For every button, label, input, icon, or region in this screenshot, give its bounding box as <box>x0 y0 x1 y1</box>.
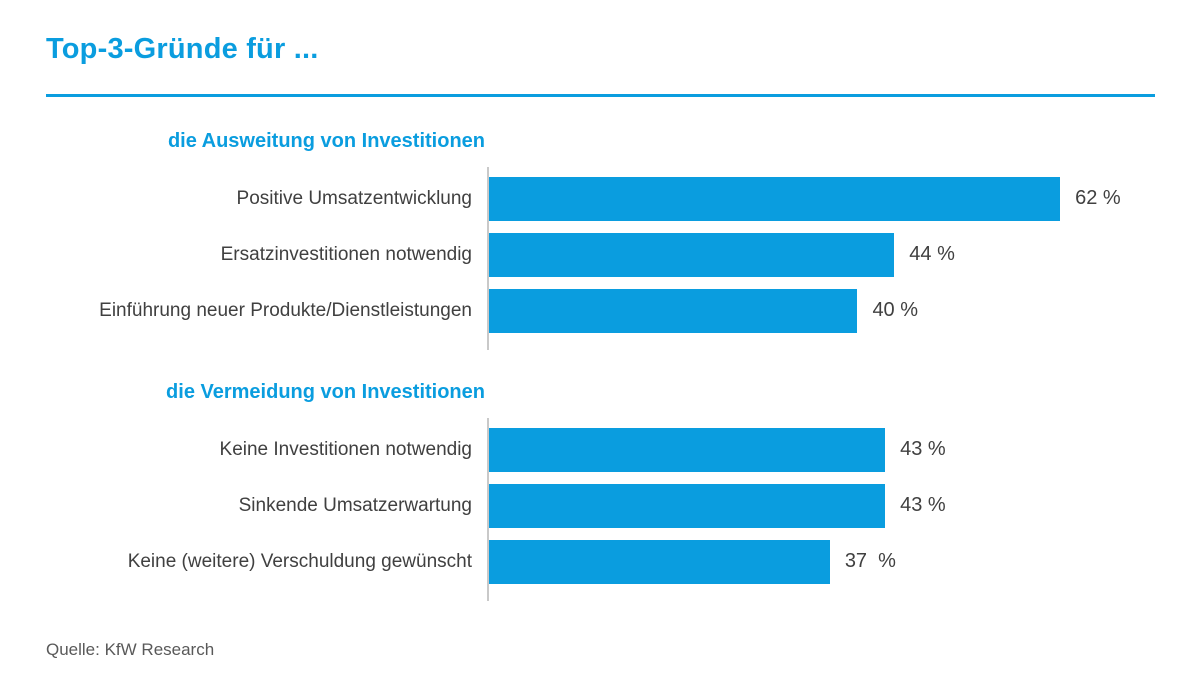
bar <box>489 288 858 333</box>
bar <box>489 232 895 277</box>
page-header: Top-3-Gründe für ... <box>0 0 1200 97</box>
group-header-expansion: die Ausweitung von Investitionen <box>167 129 485 152</box>
bar-row: Ersatzinvestitionen notwendig 44 % <box>0 232 1143 277</box>
bar-row: Sinkende Umsatzerwartung 43 % <box>0 483 1143 528</box>
page-footer: Quelle: KfW Research <box>46 640 214 660</box>
chart-group-avoidance: die Vermeidung von Investitionen Keine I… <box>0 333 1143 601</box>
bar-area: 37 % <box>487 539 1143 584</box>
category-label: Keine (weitere) Verschuldung gewünscht <box>127 550 472 572</box>
group-rows-avoidance: Keine Investitionen notwendig 43 % Sinke… <box>0 417 1143 601</box>
value-label: 62 % <box>1075 187 1121 210</box>
bar-area: 43 % <box>487 483 1143 528</box>
bar <box>489 176 1061 221</box>
bar <box>489 483 886 528</box>
value-label: 44 % <box>909 243 955 266</box>
source-note: Quelle: KfW Research <box>46 640 215 659</box>
bar-area: 44 % <box>487 232 1143 277</box>
value-label: 37 % <box>844 550 896 573</box>
category-label: Keine Investitionen notwendig <box>219 438 472 460</box>
group-rows-expansion: Positive Umsatzentwicklung 62 % Ersatzin… <box>0 166 1143 350</box>
bar <box>489 539 830 584</box>
bar-row: Keine (weitere) Verschuldung gewünscht 3… <box>0 539 1143 584</box>
group-header-row: die Vermeidung von Investitionen <box>0 333 1143 404</box>
bar-chart: die Ausweitung von Investitionen Positiv… <box>0 97 1200 601</box>
bar-area: 43 % <box>487 427 1143 472</box>
bar-area: 62 % <box>487 176 1143 221</box>
category-label: Einführung neuer Produkte/Dienstleistung… <box>99 299 472 321</box>
group-header-row: die Ausweitung von Investitionen <box>0 97 1143 153</box>
category-label: Positive Umsatzentwicklung <box>236 187 472 209</box>
category-label: Ersatzinvestitionen notwendig <box>220 243 472 265</box>
chart-group-expansion: die Ausweitung von Investitionen Positiv… <box>0 97 1143 350</box>
bar <box>489 427 886 472</box>
axis-line <box>487 166 489 350</box>
category-label: Sinkende Umsatzerwartung <box>238 494 472 516</box>
axis-line <box>487 417 489 601</box>
value-label: 43 % <box>900 438 946 461</box>
bar-row: Einführung neuer Produkte/Dienstleistung… <box>0 288 1143 333</box>
title-divider <box>46 93 1155 97</box>
page-title: Top-3-Gründe für ... <box>46 33 319 65</box>
value-label: 43 % <box>900 494 946 517</box>
value-label: 40 % <box>872 299 919 322</box>
bar-row: Keine Investitionen notwendig 43 % <box>0 427 1143 472</box>
bar-area: 40 % <box>487 288 1143 333</box>
group-header-avoidance: die Vermeidung von Investitionen <box>166 380 485 403</box>
bar-row: Positive Umsatzentwicklung 62 % <box>0 176 1143 221</box>
